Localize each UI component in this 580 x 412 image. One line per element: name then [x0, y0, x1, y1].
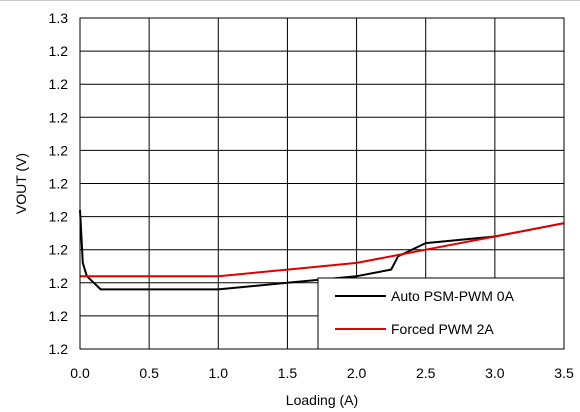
- legend-label-forced-pwm: Forced PWM 2A: [391, 321, 494, 337]
- y-tick-label: 1.2: [49, 275, 69, 291]
- x-tick-label: 3.0: [485, 365, 505, 381]
- y-tick-label: 1.2: [49, 43, 69, 59]
- y-tick-label: 1.3: [49, 10, 69, 26]
- y-axis-title: VOUT (V): [13, 153, 29, 214]
- y-tick-label: 1.2: [49, 176, 69, 192]
- y-tick-label: 1.2: [49, 341, 69, 357]
- series-line-forced-pwm: [80, 222, 565, 278]
- legend-label-auto-psm: Auto PSM-PWM 0A: [391, 288, 515, 304]
- grid: [80, 18, 564, 349]
- x-tick-label: 2.5: [416, 365, 436, 381]
- x-tick-label: 1.0: [209, 365, 229, 381]
- x-axis-title: Loading (A): [286, 392, 358, 408]
- y-tick-label: 1.2: [49, 142, 69, 158]
- x-tick-label: 0.0: [70, 365, 90, 381]
- x-tick-label: 2.0: [347, 365, 367, 381]
- series-line-auto-psm-pwm: [79, 209, 565, 291]
- y-tick-label: 1.2: [49, 209, 69, 225]
- legend: Auto PSM-PWM 0A Forced PWM 2A: [317, 277, 565, 350]
- x-tick-label: 3.5: [554, 365, 574, 381]
- y-tick-label: 1.2: [49, 242, 69, 258]
- y-tick-label: 1.2: [49, 308, 69, 324]
- y-tick-label: 1.2: [49, 76, 69, 92]
- x-tick-label: 0.5: [139, 365, 159, 381]
- series-layer: [79, 209, 565, 291]
- y-tick-labels: 1.2 1.2 1.2 1.2 1.2 1.2 1.2 1.2 1.2 1.2 1.3: [49, 10, 69, 357]
- y-tick-label: 1.2: [49, 109, 69, 125]
- x-tick-label: 1.5: [278, 365, 298, 381]
- legend-box: [317, 277, 565, 350]
- x-tick-labels: 0.0 0.5 1.0 1.5 2.0 2.5 3.0 3.5: [70, 365, 574, 381]
